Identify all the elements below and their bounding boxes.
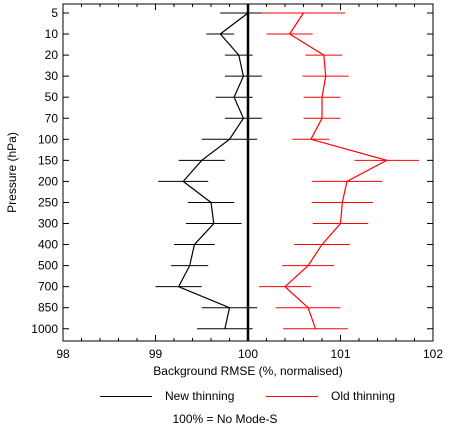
y-tick-label: 400 <box>38 238 58 252</box>
y-tick-label: 500 <box>38 259 58 273</box>
footnote: 100% = No Mode-S <box>172 412 278 426</box>
y-tick-label: 300 <box>38 217 58 231</box>
y-tick-label: 1000 <box>31 322 58 336</box>
series-line-old-thinning <box>284 12 389 329</box>
y-tick-label: 850 <box>38 301 58 315</box>
series-line-new-thinning <box>177 12 249 329</box>
x-tick-label: 98 <box>56 347 70 361</box>
y-axis-label: Pressure (hPa) <box>5 132 19 213</box>
y-tick-label: 5 <box>51 6 58 20</box>
y-tick-label: 100 <box>38 132 58 146</box>
legend-label-old: Old thinning <box>331 389 396 403</box>
x-tick-label: 100 <box>238 347 258 361</box>
y-tick-label: 250 <box>38 195 58 209</box>
x-tick-label: 102 <box>423 347 443 361</box>
legend-swatch-old <box>266 396 318 397</box>
y-axis-ticks: 5 10 20 30 50 70 100 150 200 250 300 400 500 700 850 10… <box>31 6 433 336</box>
x-tick-label: 101 <box>330 347 350 361</box>
y-tick-label: 70 <box>45 111 59 125</box>
legend-swatch-new <box>100 396 152 397</box>
y-tick-label: 30 <box>45 69 59 83</box>
series-lines <box>177 12 389 329</box>
y-tick-label: 200 <box>38 174 58 188</box>
x-axis-label: Background RMSE (%, normalised) <box>153 364 342 378</box>
y-tick-label: 700 <box>38 280 58 294</box>
y-tick-label: 10 <box>45 27 59 41</box>
x-axis-ticks: 98 99 100 101 102 <box>56 4 443 361</box>
y-tick-label: 150 <box>38 153 58 167</box>
x-tick-label: 99 <box>149 347 163 361</box>
y-tick-label: 20 <box>45 48 59 62</box>
error-bars <box>155 12 420 330</box>
y-tick-label: 50 <box>45 90 59 104</box>
legend-label-new: New thinning <box>165 389 235 403</box>
legend: New thinning Old thinning <box>0 384 450 408</box>
